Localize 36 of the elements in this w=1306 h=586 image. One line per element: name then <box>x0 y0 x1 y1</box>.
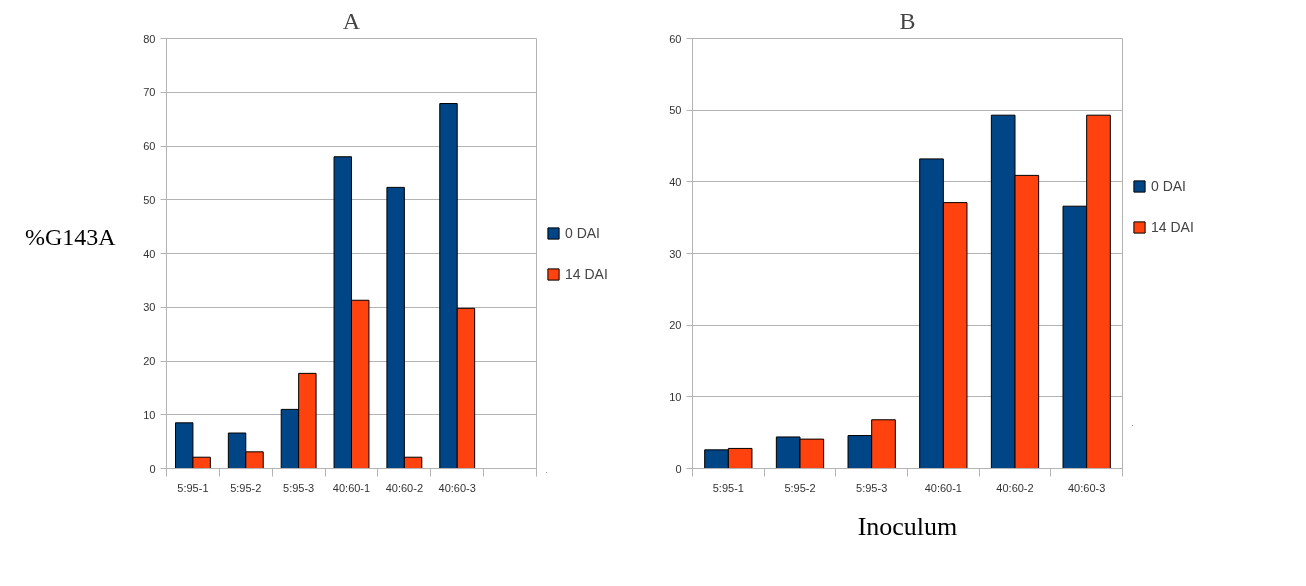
x-tick-label: 5:95-1 <box>177 481 209 494</box>
y-tick-label: 60 <box>143 140 156 152</box>
x-tick-label: 40:60-1 <box>924 481 962 494</box>
x-tick-label: 5:95-2 <box>230 481 262 494</box>
x-tick-label: 40:60-1 <box>332 481 371 494</box>
legend-label: 14 DAI <box>565 266 608 282</box>
y-tick-label: 70 <box>143 86 156 99</box>
x-axis-title: Inoculum <box>857 511 958 541</box>
x-tick-label: 5:95-1 <box>712 481 744 494</box>
y-tick-label: 40 <box>143 247 156 260</box>
x-tick-label: 5:95-2 <box>784 481 816 494</box>
x-tick-label: 40:60-3 <box>438 481 476 494</box>
y-tick-label: 40 <box>669 175 682 188</box>
legend-label: 0 DAI <box>565 225 601 241</box>
y-tick-label: 10 <box>669 390 682 403</box>
y-tick-label: 30 <box>143 301 156 314</box>
y-tick-label: 50 <box>669 104 682 117</box>
y-tick-label: 0 <box>675 462 682 475</box>
legend-label: 0 DAI <box>1151 178 1187 194</box>
x-tick-label: 5:95-3 <box>283 481 315 494</box>
y-tick-label: 80 <box>143 32 156 45</box>
chart-title: B <box>899 7 916 34</box>
y-tick-label: 50 <box>143 193 156 206</box>
chart-title: A <box>342 7 361 34</box>
y-tick-label: 10 <box>143 408 156 421</box>
y-tick-label: 20 <box>143 355 156 367</box>
x-tick-label: 40:60-3 <box>1068 481 1106 494</box>
x-tick-label: 5:95-3 <box>856 481 888 494</box>
y-tick-label: 0 <box>149 462 156 475</box>
y-tick-label: 30 <box>669 247 682 260</box>
x-tick-label: 40:60-2 <box>385 481 424 494</box>
legend-label: 14 DAI <box>1151 219 1194 235</box>
y-tick-label: 20 <box>669 319 682 332</box>
x-tick-label: 40:60-2 <box>996 481 1034 494</box>
y-axis-title: %G143A <box>25 223 116 252</box>
y-tick-label: 60 <box>669 32 682 45</box>
